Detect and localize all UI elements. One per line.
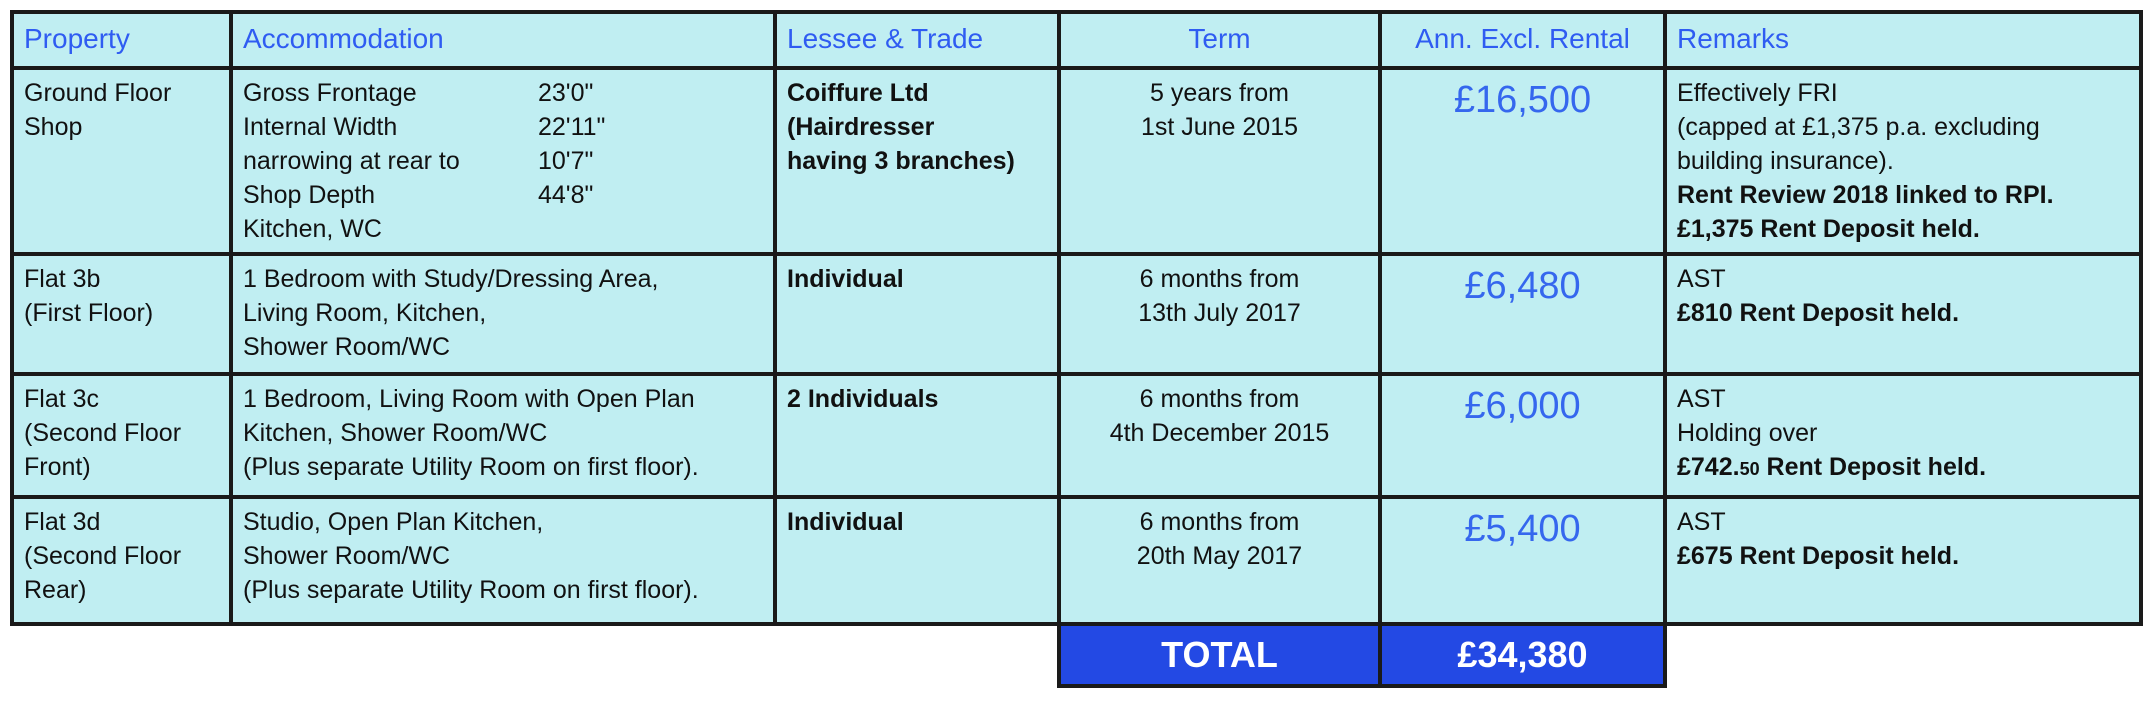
- term-cell: 5 years from 1st June 2015: [1057, 66, 1382, 256]
- table-row: Flat 3b (First Floor) 1 Bedroom with Stud…: [10, 252, 2143, 376]
- lessee-cell: Individual: [773, 495, 1061, 626]
- rent-cell: £6,000: [1378, 372, 1667, 499]
- header-lessee: Lessee & Trade: [773, 10, 1061, 70]
- header-row: Property Accommodation Lessee & Trade Te…: [10, 10, 2143, 70]
- text-line: £1,375 Rent Deposit held.: [1677, 215, 1980, 243]
- text-line: Rent Review 2018 linked to RPI.: [1677, 181, 2054, 209]
- deposit-amount: £742: [1677, 453, 1733, 481]
- term-cell: 6 months from 13th July 2017: [1057, 252, 1382, 376]
- text-line: 20th May 2017: [1136, 542, 1303, 570]
- remarks-cell: AST £675 Rent Deposit held.: [1663, 495, 2143, 626]
- text-line: (Second Floor: [24, 419, 182, 447]
- table-row: Flat 3d (Second Floor Rear) Studio, Open P…: [10, 495, 2143, 626]
- property-cell: Ground Floor Shop: [10, 66, 233, 256]
- text-line: Flat 3c: [24, 385, 100, 413]
- dimension-label: Internal Width: [243, 113, 398, 141]
- text-line: 6 months from: [1139, 508, 1300, 536]
- text-line: Front): [24, 453, 91, 481]
- text-line: 1 Bedroom, Living Room with Open Plan: [243, 385, 695, 413]
- text-line: 5 years from: [1150, 79, 1289, 107]
- text-line: (First Floor): [24, 299, 154, 327]
- text-line: Kitchen, WC: [243, 215, 382, 243]
- accommodation-cell: 1 Bedroom with Study/Dressing Area, Livin…: [229, 252, 777, 376]
- spacer: [12, 624, 1059, 686]
- text-line: Studio, Open Plan Kitchen,: [243, 508, 544, 536]
- accommodation-cell: Studio, Open Plan Kitchen, Shower Room/WC…: [229, 495, 777, 626]
- text-line: 6 months from: [1139, 385, 1300, 413]
- text-line: Holding over: [1677, 419, 1818, 447]
- table-row: Flat 3c (Second Floor Front) 1 Bedroom, Li…: [10, 372, 2143, 499]
- total-label: TOTAL: [1057, 622, 1382, 688]
- property-cell: Flat 3c (Second Floor Front): [10, 372, 233, 499]
- text-line: Effectively FRI: [1677, 79, 1838, 107]
- text-line: (Plus separate Utility Room on first flo…: [243, 453, 699, 481]
- text-line: Shower Room/WC: [243, 542, 450, 570]
- text-line: 1 Bedroom with Study/Dressing Area,: [243, 265, 659, 293]
- text-line: Kitchen, Shower Room/WC: [243, 419, 548, 447]
- dimension-value: 22'11": [538, 113, 606, 141]
- spacer: [1665, 624, 2141, 686]
- rent-cell: £5,400: [1378, 495, 1667, 626]
- text-line: Flat 3d: [24, 508, 101, 536]
- lessee-cell: Coiffure Ltd (Hairdresser having 3 branche…: [773, 66, 1061, 256]
- dimensions-list: Gross Frontage 23'0" Internal Width 22'11" n…: [243, 76, 763, 212]
- property-cell: Flat 3b (First Floor): [10, 252, 233, 376]
- rent-cell: £16,500: [1378, 66, 1667, 256]
- text-line: Shop: [24, 113, 83, 141]
- header-remarks: Remarks: [1663, 10, 2143, 70]
- term-cell: 6 months from 4th December 2015: [1057, 372, 1382, 499]
- dimension-label: narrowing at rear to: [243, 147, 460, 175]
- header-term: Term: [1057, 10, 1382, 70]
- text-line: (Hairdresser: [787, 113, 935, 141]
- text-line: (Plus separate Utility Room on first flo…: [243, 576, 699, 604]
- remarks-cell: AST £810 Rent Deposit held.: [1663, 252, 2143, 376]
- remarks-cell: AST Holding over £742.50 Rent Deposit held…: [1663, 372, 2143, 499]
- deposit-pence: 50: [1739, 459, 1760, 479]
- term-cell: 6 months from 20th May 2017: [1057, 495, 1382, 626]
- header-accommodation: Accommodation: [229, 10, 777, 70]
- dimension-label: Shop Depth: [243, 181, 376, 209]
- tenancy-schedule-table: Property Accommodation Lessee & Trade Te…: [10, 10, 2143, 688]
- text-line: building insurance).: [1677, 147, 1894, 175]
- text-line: Individual: [787, 265, 904, 293]
- property-cell: Flat 3d (Second Floor Rear): [10, 495, 233, 626]
- dimension-value: 44'8": [538, 181, 594, 209]
- accommodation-cell: Gross Frontage 23'0" Internal Width 22'11" n…: [229, 66, 777, 256]
- deposit-line: £742.50 Rent Deposit held.: [1677, 453, 1987, 481]
- text-line: (capped at £1,375 p.a. excluding: [1677, 113, 2040, 141]
- header-rental: Ann. Excl. Rental: [1378, 10, 1667, 70]
- text-line: 2 Individuals: [787, 385, 939, 413]
- text-line: Coiffure Ltd: [787, 79, 929, 107]
- lessee-cell: 2 Individuals: [773, 372, 1061, 499]
- text-line: Individual: [787, 508, 904, 536]
- table-row: Ground Floor Shop Gross Frontage 23'0" Inte…: [10, 66, 2143, 256]
- text-line: Flat 3b: [24, 265, 101, 293]
- text-line: £810 Rent Deposit held.: [1677, 299, 1960, 327]
- remarks-cell: Effectively FRI (capped at £1,375 p.a. ex…: [1663, 66, 2143, 256]
- text-line: Living Room, Kitchen,: [243, 299, 487, 327]
- dimension-value: 23'0": [538, 79, 594, 107]
- text-line: AST: [1677, 385, 1726, 413]
- total-value: £34,380: [1378, 622, 1667, 688]
- accommodation-cell: 1 Bedroom, Living Room with Open Plan Kit…: [229, 372, 777, 499]
- text-line: (Second Floor: [24, 542, 182, 570]
- text-line: having 3 branches): [787, 147, 1015, 175]
- text-line: 1st June 2015: [1140, 113, 1299, 141]
- dimension-value: 10'7": [538, 147, 594, 175]
- text-line: AST: [1677, 508, 1726, 536]
- header-property: Property: [10, 10, 233, 70]
- text-line: Rear): [24, 576, 87, 604]
- deposit-text: Rent Deposit held.: [1759, 453, 1987, 481]
- dimension-label: Gross Frontage: [243, 79, 417, 107]
- lessee-cell: Individual: [773, 252, 1061, 376]
- text-line: £675 Rent Deposit held.: [1677, 542, 1960, 570]
- text-line: AST: [1677, 265, 1726, 293]
- total-row: TOTAL £34,380: [12, 622, 2141, 688]
- text-line: 13th July 2017: [1138, 299, 1301, 327]
- text-line: Shower Room/WC: [243, 333, 450, 361]
- rent-cell: £6,480: [1378, 252, 1667, 376]
- text-line: 4th December 2015: [1109, 419, 1330, 447]
- text-line: Ground Floor: [24, 79, 172, 107]
- text-line: 6 months from: [1139, 265, 1300, 293]
